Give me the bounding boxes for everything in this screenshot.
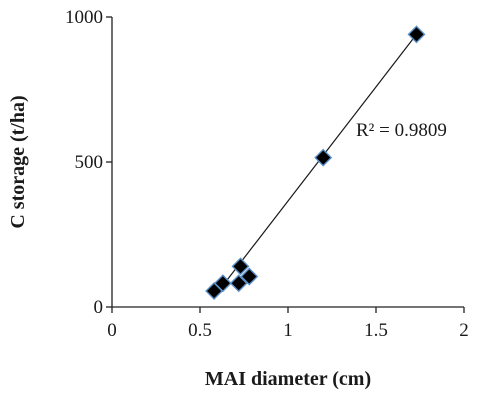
x-axis-title: MAI diameter (cm) <box>205 368 371 390</box>
y-axis-title: C storage (t/ha) <box>7 95 29 228</box>
y-tick-label: 500 <box>75 152 104 173</box>
x-tick-label: 2 <box>459 320 469 341</box>
data-point <box>229 274 248 293</box>
data-point <box>213 274 232 293</box>
data-point <box>314 148 333 167</box>
y-tick-label: 0 <box>94 297 104 318</box>
data-point <box>240 267 259 286</box>
x-tick-label: 0.5 <box>188 320 212 341</box>
trend-line <box>213 34 417 298</box>
x-ticks: 0 0.5 1 1.5 2 <box>107 307 469 341</box>
axes <box>111 17 464 308</box>
data-point <box>231 257 250 276</box>
x-tick-label: 1 <box>283 320 293 341</box>
x-tick-label: 0 <box>107 320 117 341</box>
data-points <box>205 25 426 301</box>
r-squared-annotation: R² = 0.9809 <box>356 120 447 141</box>
y-tick-label: 1000 <box>65 7 103 28</box>
data-point <box>407 25 426 44</box>
y-ticks: 0 500 1000 <box>65 7 112 318</box>
x-tick-label: 1.5 <box>364 320 388 341</box>
